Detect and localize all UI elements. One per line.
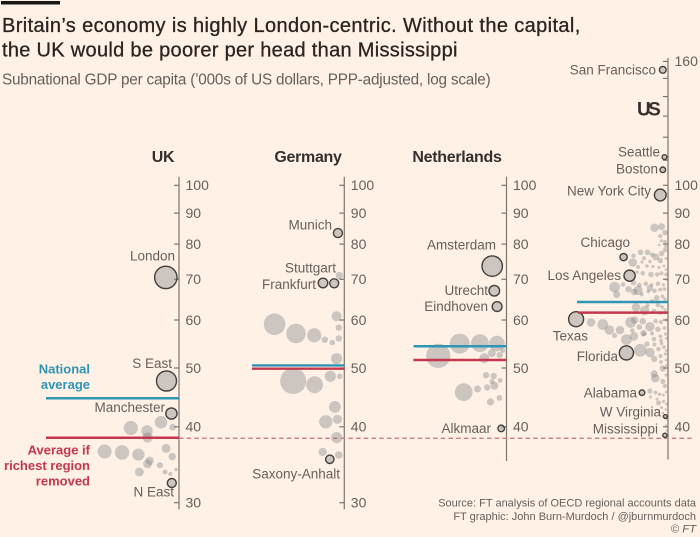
svg-text:richest region: richest region — [4, 458, 90, 473]
svg-text:© FT: © FT — [671, 524, 697, 536]
svg-text:Subnational GDP per capita (’0: Subnational GDP per capita (’000s of US … — [2, 72, 491, 89]
svg-text:90: 90 — [186, 205, 202, 221]
svg-text:Seattle: Seattle — [618, 145, 660, 160]
svg-text:70: 70 — [513, 271, 529, 287]
svg-text:N East: N East — [133, 485, 174, 500]
svg-text:Los Angeles: Los Angeles — [547, 268, 621, 283]
svg-text:50: 50 — [513, 360, 529, 376]
svg-text:Manchester: Manchester — [94, 400, 165, 415]
svg-text:W Virginia: W Virginia — [600, 405, 662, 420]
svg-text:90: 90 — [351, 205, 367, 221]
svg-text:Alabama: Alabama — [584, 386, 638, 401]
svg-text:Frankfurt: Frankfurt — [262, 277, 316, 292]
svg-text:Stuttgart: Stuttgart — [285, 261, 336, 276]
svg-text:Saxony-Anhalt: Saxony-Anhalt — [252, 467, 340, 482]
svg-text:San Francisco: San Francisco — [570, 63, 656, 78]
svg-text:Eindhoven: Eindhoven — [424, 299, 488, 314]
svg-text:80: 80 — [186, 236, 202, 252]
svg-text:40: 40 — [675, 419, 691, 435]
svg-text:Source: FT analysis of OECD re: Source: FT analysis of OECD regional acc… — [438, 498, 697, 510]
svg-text:Netherlands: Netherlands — [412, 149, 502, 166]
svg-text:40: 40 — [513, 419, 529, 435]
svg-text:Alkmaar: Alkmaar — [441, 421, 491, 436]
svg-text:FT graphic: John Burn-Murdoch: FT graphic: John Burn-Murdoch / @jburnmu… — [453, 511, 696, 523]
svg-text:70: 70 — [351, 271, 367, 287]
svg-text:50: 50 — [675, 360, 691, 376]
svg-text:60: 60 — [351, 312, 367, 328]
svg-text:50: 50 — [351, 360, 367, 376]
svg-text:National: National — [39, 362, 90, 377]
svg-text:removed: removed — [36, 474, 90, 489]
svg-text:the UK would be poorer per hea: the UK would be poorer per head than Mis… — [2, 40, 458, 62]
svg-text:90: 90 — [513, 205, 529, 221]
svg-text:30: 30 — [351, 495, 367, 511]
svg-text:70: 70 — [675, 271, 691, 287]
svg-text:90: 90 — [675, 205, 691, 221]
svg-text:UK: UK — [152, 149, 175, 166]
svg-text:Texas: Texas — [553, 329, 589, 344]
svg-text:Average if: Average if — [28, 443, 91, 458]
svg-text:40: 40 — [351, 419, 367, 435]
svg-text:Florida: Florida — [577, 349, 619, 364]
svg-text:US: US — [637, 100, 660, 121]
svg-text:Munich: Munich — [288, 218, 332, 233]
svg-text:New York City: New York City — [567, 184, 651, 199]
svg-text:London: London — [130, 249, 175, 264]
svg-text:60: 60 — [186, 312, 202, 328]
svg-text:Boston: Boston — [616, 162, 658, 177]
svg-text:60: 60 — [675, 312, 691, 328]
svg-text:80: 80 — [513, 236, 529, 252]
svg-text:Chicago: Chicago — [580, 235, 630, 250]
svg-text:Utrecht: Utrecht — [444, 283, 488, 298]
svg-text:100: 100 — [675, 177, 699, 193]
svg-text:80: 80 — [351, 236, 367, 252]
svg-text:100: 100 — [186, 177, 210, 193]
svg-text:50: 50 — [186, 360, 202, 376]
svg-text:S East: S East — [132, 356, 172, 371]
svg-text:100: 100 — [513, 177, 537, 193]
svg-text:30: 30 — [186, 495, 202, 511]
svg-text:70: 70 — [186, 271, 202, 287]
svg-text:Amsterdam: Amsterdam — [427, 238, 496, 253]
svg-text:80: 80 — [675, 236, 691, 252]
svg-text:60: 60 — [513, 312, 529, 328]
svg-text:Britain’s economy is highly Lo: Britain’s economy is highly London-centr… — [2, 15, 581, 37]
svg-text:40: 40 — [186, 419, 202, 435]
svg-text:160: 160 — [675, 53, 699, 69]
svg-text:Germany: Germany — [274, 149, 342, 166]
svg-text:100: 100 — [351, 177, 375, 193]
svg-text:Mississippi: Mississippi — [593, 422, 658, 437]
svg-text:average: average — [41, 377, 90, 392]
